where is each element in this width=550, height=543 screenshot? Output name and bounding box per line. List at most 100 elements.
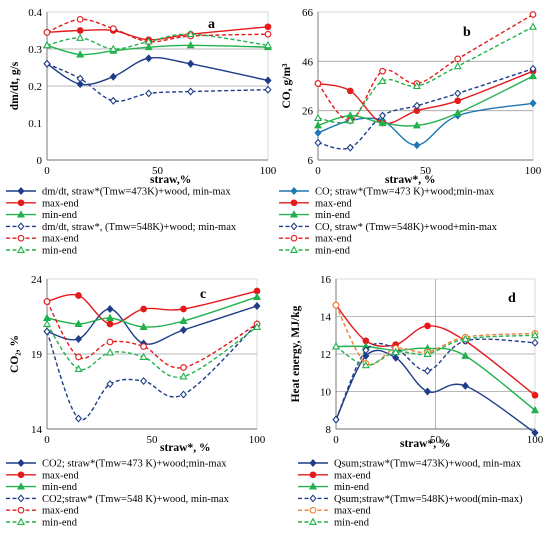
- series-6: [42, 319, 262, 380]
- data-point: [423, 349, 432, 357]
- data-point: [76, 80, 84, 89]
- legend-marker: [290, 234, 298, 242]
- plot-frame: [317, 11, 534, 161]
- legend-entry: min-end: [6, 518, 78, 529]
- data-point: [144, 37, 153, 45]
- series-6: [313, 22, 538, 124]
- x-axis-label: straw*, %: [400, 438, 450, 450]
- data-point: [106, 379, 114, 389]
- legend-label: CO2;straw* (Tmw=548 K)+wood, min-max: [42, 494, 230, 505]
- data-point: [529, 64, 537, 73]
- data-point: [42, 40, 52, 49]
- legend-entry: max-end: [279, 234, 352, 245]
- series-5: [43, 298, 261, 371]
- series-4: [314, 64, 537, 152]
- data-point: [314, 138, 322, 147]
- legend-marker: [17, 458, 25, 468]
- x-tick-label: 0: [44, 434, 50, 446]
- chart-panel-c: 14 19 24 0 50 100 straw*, % CO₂, % c CO2; straw*(…: [6, 274, 266, 529]
- x-tick-label: 50: [420, 165, 432, 177]
- legend-label: max-end: [315, 234, 352, 245]
- data-point: [314, 128, 322, 137]
- data-point: [531, 428, 539, 437]
- legend-marker: [290, 222, 298, 231]
- legend-entry: CO2; straw*(Tmw=473 K)+wood;min-max: [6, 459, 227, 470]
- data-point: [43, 28, 51, 36]
- data-point: [74, 334, 83, 344]
- series-6: [42, 29, 273, 52]
- y-tick-label: 8: [326, 424, 332, 436]
- data-point: [392, 353, 400, 362]
- data-point: [139, 322, 148, 330]
- legend-label: max-end: [315, 198, 352, 209]
- data-point: [413, 101, 421, 110]
- data-point: [531, 338, 539, 347]
- data-point: [528, 71, 538, 80]
- legend-label: min-end: [42, 482, 78, 493]
- chart-panel-a: 0 0.1 0.2 0.3 0.4 0 50 100 straw,% dm/dt, g/s a dm/…: [6, 7, 277, 257]
- series-line: [317, 26, 534, 124]
- series-line: [46, 323, 258, 421]
- x-axis-label: straw*, %: [160, 442, 210, 454]
- data-point: [346, 87, 354, 95]
- legend-label: max-end: [42, 470, 79, 481]
- legend-marker: [308, 482, 318, 490]
- data-point: [263, 40, 273, 49]
- data-point: [140, 305, 147, 313]
- legend-entry: max-end: [6, 470, 79, 481]
- panel-label: c: [200, 287, 206, 302]
- legend-label: min-end: [334, 518, 370, 529]
- x-tick-label: 0: [333, 434, 339, 446]
- data-point: [106, 338, 114, 346]
- data-point: [180, 364, 187, 371]
- legend-marker: [16, 482, 26, 490]
- data-point: [424, 366, 432, 375]
- legend-label: dm/dt, straw*, (Tmw=548K)+wood; min-max: [42, 222, 237, 233]
- data-point: [378, 118, 387, 126]
- legend-entry: CO2;straw* (Tmw=548 K)+wood, min-max: [6, 494, 230, 505]
- data-point: [264, 30, 272, 38]
- legend-label: max-end: [42, 198, 79, 209]
- data-point: [187, 59, 195, 68]
- y-tick-label: 14: [320, 312, 332, 324]
- data-point: [313, 121, 323, 129]
- legend-entry: CO, straw* (Tmw=548K)+wood+min-max: [279, 222, 498, 233]
- data-point: [75, 353, 82, 361]
- legend-label: max-end: [42, 234, 79, 245]
- legend-entry: max-end: [279, 198, 352, 209]
- x-tick-label: 50: [147, 434, 159, 446]
- y-tick-label: 6: [308, 155, 314, 167]
- series-line: [317, 68, 534, 150]
- legend-marker: [17, 471, 25, 479]
- legend-label: CO; straw*(Tmw=473 K)+wood;min-max: [315, 187, 495, 198]
- legend-label: min-end: [315, 246, 351, 257]
- data-point: [145, 89, 153, 98]
- data-point: [361, 360, 370, 369]
- data-point: [140, 376, 148, 386]
- legend-entry: min-end: [6, 482, 78, 493]
- legend-marker: [309, 494, 317, 503]
- y-tick-label: 0: [37, 155, 43, 167]
- x-tick-label: 0: [44, 165, 50, 177]
- data-point: [109, 44, 118, 52]
- legend-marker: [289, 210, 299, 218]
- x-tick-label: 100: [249, 434, 266, 446]
- series-1: [43, 54, 272, 89]
- series-4: [43, 59, 272, 105]
- legend-marker: [16, 210, 26, 218]
- legend-marker: [290, 186, 298, 196]
- y-tick-label: 0.3: [28, 44, 42, 56]
- data-point: [109, 25, 117, 33]
- data-point: [530, 405, 540, 414]
- x-axis-label: straw,%: [150, 174, 191, 186]
- data-point: [43, 298, 51, 305]
- data-point: [43, 59, 51, 68]
- legend-marker: [17, 222, 25, 231]
- legend-marker: [290, 199, 298, 207]
- series-line: [317, 13, 534, 122]
- legend-marker: [17, 494, 25, 503]
- series-5: [43, 16, 272, 45]
- legend-label: Qsum;straw*(Tmw=548K)+wood(min-max): [334, 494, 523, 505]
- data-point: [424, 322, 431, 330]
